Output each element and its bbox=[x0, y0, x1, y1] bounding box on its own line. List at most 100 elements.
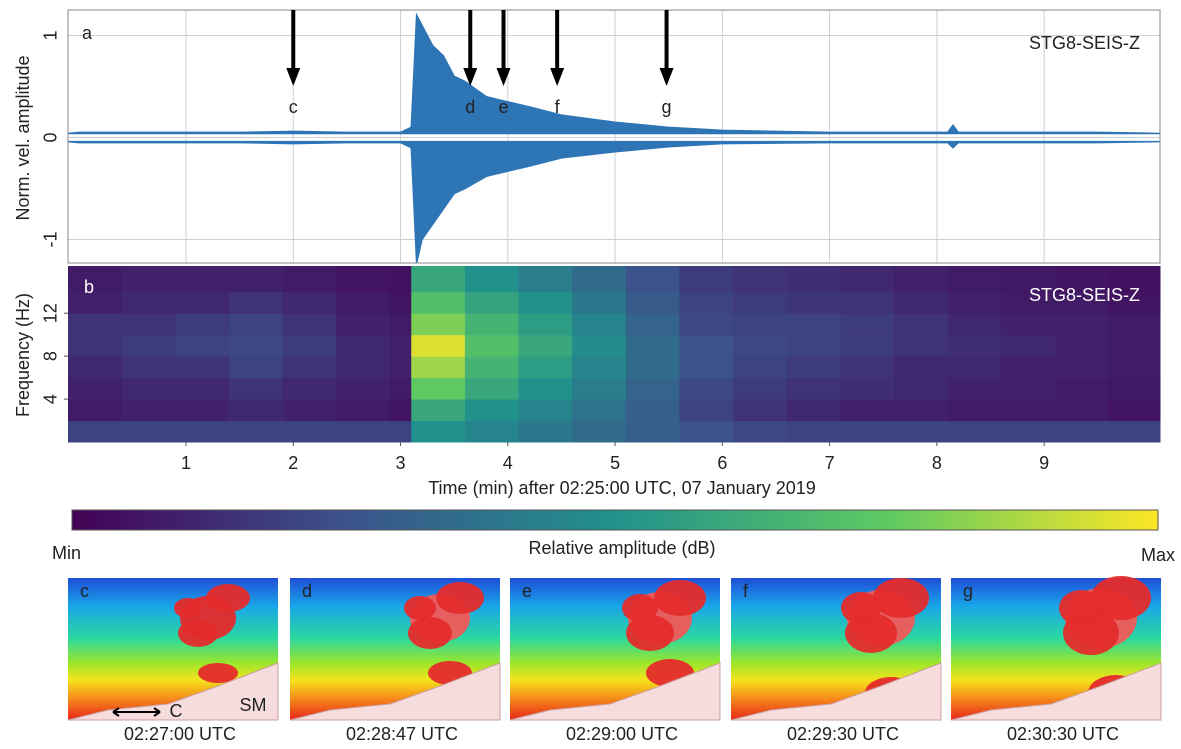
heatmap-cell bbox=[947, 313, 1002, 336]
heatmap-cell bbox=[336, 377, 391, 400]
x-tick-label: 7 bbox=[825, 453, 835, 473]
heatmap-cell bbox=[175, 334, 230, 357]
heatmap-cell bbox=[1054, 266, 1110, 293]
colorbar-label: Relative amplitude (dB) bbox=[528, 538, 715, 558]
heatmap-cell bbox=[121, 334, 176, 357]
heatmap-cell bbox=[679, 377, 734, 400]
heatmap-cell bbox=[733, 313, 788, 336]
image-label: d bbox=[302, 581, 312, 601]
heatmap-cell bbox=[1054, 334, 1110, 357]
annotation-label: d bbox=[465, 97, 475, 117]
x-tick-label: 5 bbox=[610, 453, 620, 473]
panel-label: b bbox=[84, 277, 94, 297]
image-time: 02:28:47 UTC bbox=[346, 724, 458, 744]
heatmap-cell bbox=[786, 266, 841, 293]
heatmap-cell bbox=[464, 399, 520, 422]
thermal-image: c SM C bbox=[67, 578, 279, 721]
heatmap-cell bbox=[893, 313, 949, 336]
plume bbox=[198, 663, 238, 683]
panel-a-background bbox=[68, 10, 1160, 263]
mountain bbox=[509, 662, 721, 721]
heatmap-cell bbox=[733, 377, 788, 400]
heatmap-cell bbox=[389, 291, 412, 314]
image-label: c bbox=[80, 581, 89, 601]
heatmap-cell bbox=[625, 356, 680, 379]
heatmap-cell bbox=[733, 291, 788, 314]
mountain bbox=[730, 662, 942, 721]
heatmap-cell bbox=[572, 377, 627, 400]
heatmap-cell bbox=[840, 291, 895, 314]
heatmap-cell bbox=[121, 420, 176, 443]
heatmap-cell bbox=[411, 313, 466, 336]
image-time: 02:29:30 UTC bbox=[787, 724, 899, 744]
heatmap-cell bbox=[679, 313, 734, 336]
heatmap-cell bbox=[411, 291, 466, 314]
station-label: STG8-SEIS-Z bbox=[1029, 33, 1140, 53]
heatmap-cell bbox=[228, 356, 284, 379]
plume bbox=[622, 594, 658, 622]
colorbar-max-label: Max bbox=[1141, 545, 1175, 565]
heatmap-cell bbox=[228, 420, 284, 443]
heatmap-cell bbox=[679, 420, 734, 443]
heatmap-cell bbox=[121, 377, 176, 400]
heatmap-cell bbox=[411, 266, 466, 293]
heatmap-cell bbox=[572, 356, 627, 379]
heatmap-cell bbox=[518, 399, 573, 422]
image-label: g bbox=[963, 581, 973, 601]
heatmap-cell bbox=[625, 420, 680, 443]
heatmap-cell bbox=[389, 356, 412, 379]
heatmap-cell bbox=[1108, 313, 1161, 336]
heatmap-cell bbox=[625, 313, 680, 336]
plume bbox=[873, 578, 929, 618]
heatmap-cell bbox=[947, 356, 1002, 379]
heatmap-cell bbox=[175, 399, 230, 422]
heatmap-cell bbox=[411, 334, 466, 357]
heatmap-cell bbox=[947, 334, 1002, 357]
mountain bbox=[950, 662, 1162, 721]
heatmap-cell bbox=[733, 399, 788, 422]
heatmap-cell bbox=[228, 266, 284, 293]
heatmap-cell bbox=[679, 334, 734, 357]
y-axis-label: Frequency (Hz) bbox=[13, 293, 33, 417]
heatmap-cell bbox=[893, 266, 949, 293]
heatmap-cell bbox=[572, 313, 627, 336]
heatmap-cell bbox=[786, 399, 841, 422]
heatmap-cell bbox=[518, 313, 573, 336]
heatmap-cell bbox=[121, 356, 176, 379]
heatmap-cell bbox=[947, 399, 1002, 422]
heatmap-cell bbox=[1108, 356, 1161, 379]
heatmap-cell bbox=[411, 356, 466, 379]
y-tick-label: -1 bbox=[41, 232, 61, 248]
annotation-label: e bbox=[499, 97, 509, 117]
heatmap-cell bbox=[572, 399, 627, 422]
x-tick-label: 9 bbox=[1039, 453, 1049, 473]
heatmap-cell bbox=[68, 356, 123, 379]
arrow-head bbox=[463, 68, 478, 86]
waveform bbox=[67, 140, 1161, 264]
heatmap-cell bbox=[1001, 356, 1056, 379]
heatmap-cell bbox=[336, 356, 391, 379]
heatmap-cell bbox=[1001, 377, 1056, 400]
heatmap-cell bbox=[947, 377, 1002, 400]
image-label: f bbox=[743, 581, 749, 601]
heatmap-cell bbox=[518, 420, 573, 443]
heatmap-cell bbox=[840, 420, 895, 443]
heatmap-cell bbox=[786, 377, 841, 400]
heatmap-cell bbox=[1108, 291, 1161, 314]
heatmap-cell bbox=[572, 266, 627, 293]
heatmap-cell bbox=[228, 291, 284, 314]
heatmap-cell bbox=[1108, 377, 1161, 400]
panel-a bbox=[67, 10, 1161, 264]
heatmap-cell bbox=[1108, 334, 1161, 357]
heatmap-cell bbox=[389, 313, 412, 336]
heatmap-cell bbox=[464, 313, 520, 336]
heatmap-cell bbox=[228, 334, 284, 357]
heatmap-cell bbox=[464, 266, 520, 293]
heatmap-cell bbox=[464, 377, 520, 400]
heatmap-cell bbox=[1054, 377, 1110, 400]
heatmap-cell bbox=[464, 420, 520, 443]
heatmap-cell bbox=[389, 420, 412, 443]
heatmap-cell bbox=[840, 334, 895, 357]
heatmap-cell bbox=[786, 334, 841, 357]
heatmap-cell bbox=[411, 399, 466, 422]
